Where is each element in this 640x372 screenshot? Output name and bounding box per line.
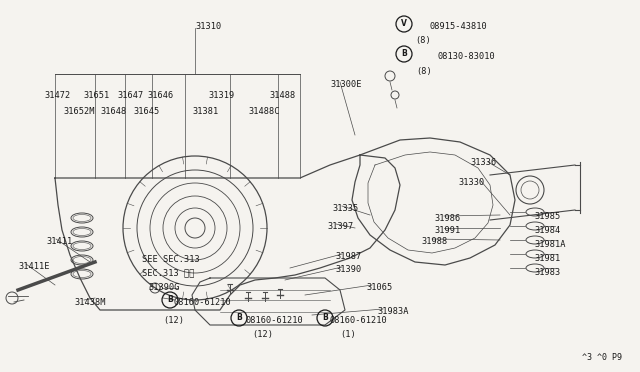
Text: 31648: 31648 (100, 107, 126, 116)
Text: 31983: 31983 (534, 268, 560, 277)
Text: 31651: 31651 (83, 91, 109, 100)
Text: 08160-61210: 08160-61210 (174, 298, 232, 307)
Text: B: B (401, 49, 407, 58)
Text: 31330: 31330 (458, 178, 484, 187)
Text: 31310: 31310 (195, 22, 221, 31)
Text: 31319: 31319 (208, 91, 234, 100)
Text: 08915-43810: 08915-43810 (430, 22, 488, 31)
Text: 31472: 31472 (44, 91, 70, 100)
Text: 08160-61210: 08160-61210 (330, 316, 388, 325)
Text: 31647: 31647 (117, 91, 143, 100)
Text: 31336: 31336 (470, 158, 496, 167)
Text: 31983A: 31983A (377, 307, 408, 316)
Text: 31488C: 31488C (248, 107, 280, 116)
Text: 31300E: 31300E (330, 80, 362, 89)
Text: 31987: 31987 (335, 252, 361, 261)
Text: 31397: 31397 (327, 222, 353, 231)
Text: 31438M: 31438M (74, 298, 106, 307)
Text: 31988: 31988 (421, 237, 447, 246)
Text: 31984: 31984 (534, 226, 560, 235)
Text: B: B (167, 295, 173, 305)
Text: V: V (401, 19, 407, 29)
Text: 31645: 31645 (133, 107, 159, 116)
Text: 31646: 31646 (147, 91, 173, 100)
Text: 31985: 31985 (534, 212, 560, 221)
Text: 31335: 31335 (332, 204, 358, 213)
Text: (12): (12) (163, 316, 184, 325)
Text: SEE SEC.313: SEE SEC.313 (142, 255, 200, 264)
Text: B: B (236, 314, 242, 323)
Text: (1): (1) (340, 330, 356, 339)
Text: (12): (12) (252, 330, 273, 339)
Text: 31981: 31981 (534, 254, 560, 263)
Text: 31390: 31390 (335, 265, 361, 274)
Text: 31381: 31381 (192, 107, 218, 116)
Text: ^3 ^0 P9: ^3 ^0 P9 (582, 353, 622, 362)
Text: 31411: 31411 (46, 237, 72, 246)
Text: 31981A: 31981A (534, 240, 566, 249)
Text: (8): (8) (415, 36, 431, 45)
Text: (8): (8) (416, 67, 432, 76)
Text: 08130-83010: 08130-83010 (438, 52, 496, 61)
Text: 31991: 31991 (434, 226, 460, 235)
Text: 31488: 31488 (269, 91, 295, 100)
Text: 31411E: 31411E (18, 262, 49, 271)
Text: SEC.313 参照: SEC.313 参照 (142, 268, 195, 277)
Text: 31986: 31986 (434, 214, 460, 223)
Text: 08160-61210: 08160-61210 (246, 316, 304, 325)
Text: 31065: 31065 (366, 283, 392, 292)
Text: B: B (322, 314, 328, 323)
Text: 31652M: 31652M (63, 107, 95, 116)
Text: 31390G: 31390G (148, 283, 179, 292)
